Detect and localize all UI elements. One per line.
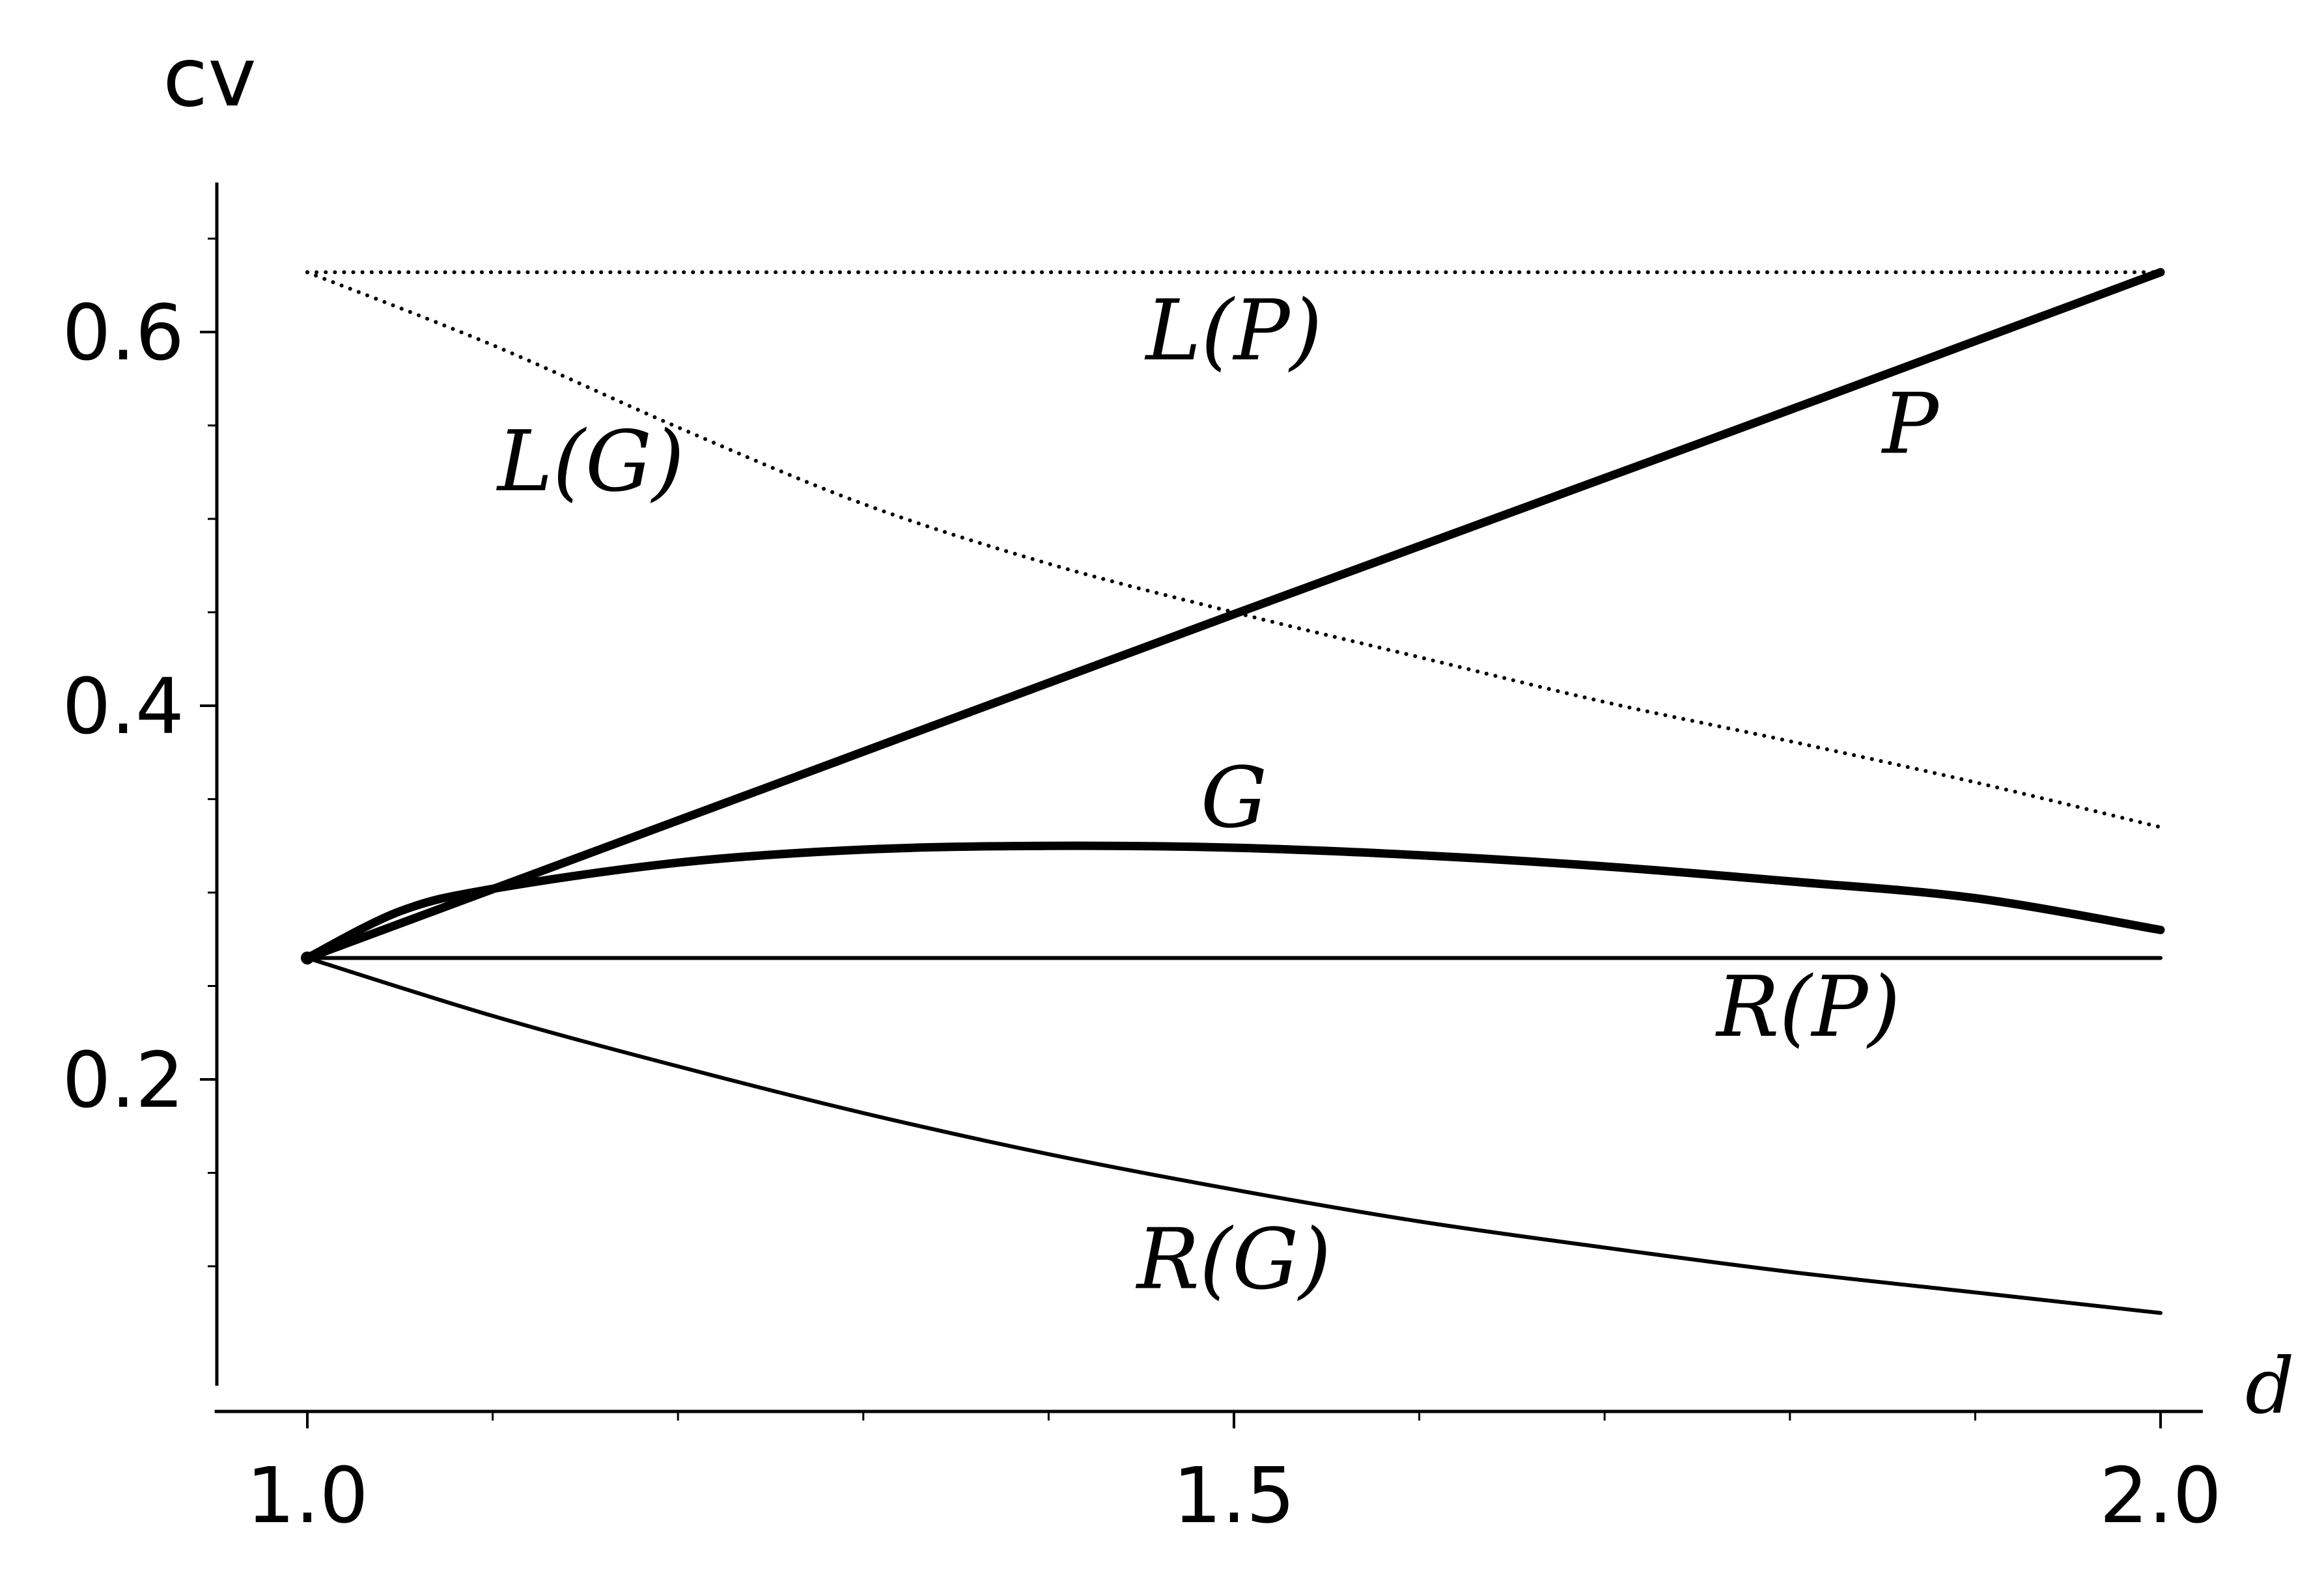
curve-label: G xyxy=(1201,750,1267,847)
origin-point xyxy=(301,951,314,965)
series-line-l-g xyxy=(305,270,2163,829)
x-axis-title: d xyxy=(2245,1341,2295,1431)
y-tick-label: 0.2 xyxy=(62,1035,184,1125)
series-line-p xyxy=(303,268,2165,962)
y-tick-label: 0.6 xyxy=(62,288,184,378)
x-tick-label: 1.5 xyxy=(1173,1451,1295,1540)
series-line-r-g xyxy=(305,956,2163,1315)
series-layer xyxy=(301,268,2165,1315)
x-tick-label: 2.0 xyxy=(2099,1451,2222,1540)
y-axis-title: cv xyxy=(163,29,257,125)
annotation-layer: L(P) L(G) P G R(P) R(G) xyxy=(496,283,1940,1308)
curve-label: R(G) xyxy=(1136,1211,1332,1308)
curve-label: R(P) xyxy=(1715,959,1900,1056)
y-tick-label: 0.4 xyxy=(62,661,184,751)
x-tick-label: 1.0 xyxy=(246,1451,369,1540)
curve-label: L(G) xyxy=(496,413,684,510)
series-line-g xyxy=(303,841,2165,962)
curve-label: L(P) xyxy=(1145,283,1323,380)
curve-label: P xyxy=(1881,376,1940,473)
axes: 0.2 0.4 0.6 1.0 1.5 2.0 xyxy=(62,182,2222,1540)
